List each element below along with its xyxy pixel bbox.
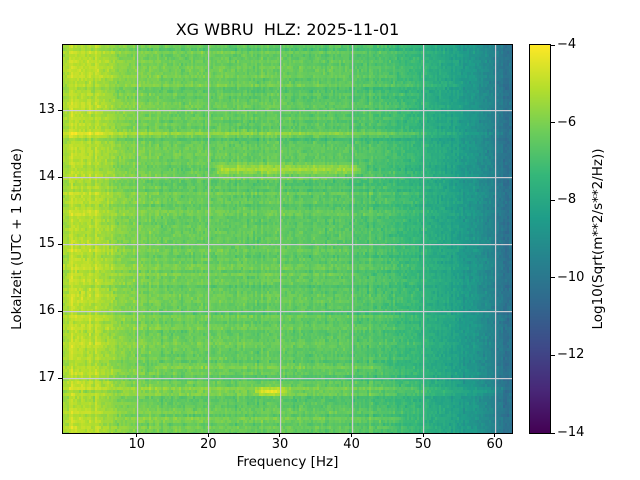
colorbar-tick-label: −10 <box>557 269 585 285</box>
y-tick-label: 16 <box>38 303 55 319</box>
x-tick-mark <box>279 433 281 437</box>
y-tick-label: 15 <box>38 236 55 252</box>
x-tick-mark <box>422 433 424 437</box>
colorbar-tick-label: −14 <box>557 425 585 440</box>
y-tick-mark <box>58 310 62 312</box>
y-tick-label: 17 <box>38 370 55 386</box>
spectrogram-canvas <box>63 45 512 433</box>
colorbar-tick-label: −4 <box>557 37 577 52</box>
x-tick-label: 60 <box>486 437 504 452</box>
x-tick-label: 30 <box>271 437 289 452</box>
colorbar-tick-mark <box>551 199 555 201</box>
x-tick-mark <box>207 433 209 437</box>
y-tick-label: 14 <box>38 169 55 184</box>
colorbar-tick-label: −6 <box>557 114 577 130</box>
y-tick-mark <box>58 176 62 178</box>
colorbar-tick-mark <box>551 432 555 434</box>
colorbar-tick-mark <box>551 44 555 46</box>
colorbar-canvas <box>530 45 550 433</box>
x-tick-label: 20 <box>200 437 217 452</box>
y-tick-mark <box>58 377 62 379</box>
x-tick-mark <box>351 433 353 437</box>
plot-title: XG WBRU HLZ: 2025-11-01 <box>175 20 400 39</box>
colorbar-tick-label: −12 <box>557 347 585 363</box>
colorbar-tick-mark <box>551 277 555 279</box>
colorbar-tick-mark <box>551 122 555 124</box>
x-tick-label: 50 <box>414 437 432 452</box>
x-tick-mark <box>494 433 496 437</box>
colorbar-tick-mark <box>551 354 555 356</box>
colorbar-tick-label: −8 <box>557 192 577 208</box>
y-axis-label: Lokalzeit (UTC + 1 Stunde) <box>9 148 25 330</box>
x-axis-label: Frequency [Hz] <box>236 454 339 470</box>
y-tick-mark <box>58 109 62 111</box>
x-tick-label: 10 <box>128 437 146 452</box>
y-tick-mark <box>58 243 62 245</box>
y-tick-label: 13 <box>38 102 55 117</box>
colorbar-label: Log10(Sqrt(m**2/s**2/Hz)) <box>590 148 606 330</box>
x-tick-label: 40 <box>343 437 360 452</box>
x-tick-mark <box>136 433 138 437</box>
